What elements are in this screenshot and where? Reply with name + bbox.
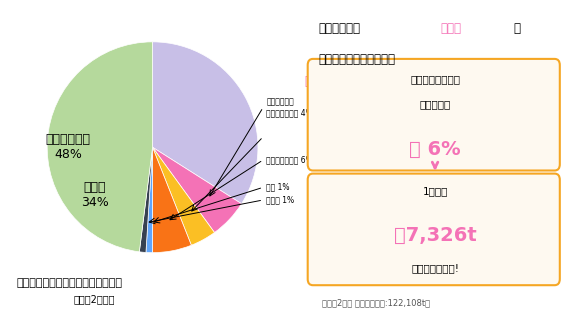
Text: が: が [513,22,520,35]
FancyBboxPatch shape [308,174,560,285]
Text: 外袋 1%: 外袋 1% [266,183,290,192]
Text: 紙類以外の資源 6%: 紙類以外の資源 6% [266,155,313,164]
Text: 燃やすごみ全体に: 燃やすごみ全体に [410,74,460,84]
Text: 【令和2年度 燃やすごみ量:122,108t】: 【令和2年度 燃やすごみ量:122,108t】 [322,298,430,307]
Text: 雑がみ 6%: 雑がみ 6% [305,75,353,88]
Wedge shape [47,42,153,252]
Wedge shape [153,147,215,245]
Text: もしも全ての: もしも全ての [318,22,360,35]
Text: その他可燃物
48%: その他可燃物 48% [46,133,91,161]
Text: 家庭から出る燃やすごみの組成割合: 家庭から出る燃やすごみの組成割合 [17,278,123,288]
Wedge shape [153,147,192,253]
Text: 約7,326t: 約7,326t [394,226,476,245]
Text: 雑がみ: 雑がみ [440,22,461,35]
Text: 生ごみ
34%: 生ごみ 34% [81,181,108,209]
Wedge shape [153,42,258,204]
Wedge shape [146,147,153,253]
Text: 占める割合: 占める割合 [419,99,451,109]
Text: 雑がみ以外の
資源となる紙類 4%: 雑がみ以外の 資源となる紙類 4% [266,98,313,117]
Text: 不燃物 1%: 不燃物 1% [266,195,294,205]
FancyBboxPatch shape [308,59,560,170]
Text: ごみ減量できる!: ごみ減量できる! [411,264,459,273]
Wedge shape [153,147,242,232]
Text: 約 6%: 約 6% [409,140,461,158]
Wedge shape [140,147,153,252]
Text: 資源として分別されると: 資源として分別されると [318,53,395,66]
Text: （令和2年度）: （令和2年度） [73,294,115,304]
Text: 1年間で: 1年間で [423,186,447,196]
